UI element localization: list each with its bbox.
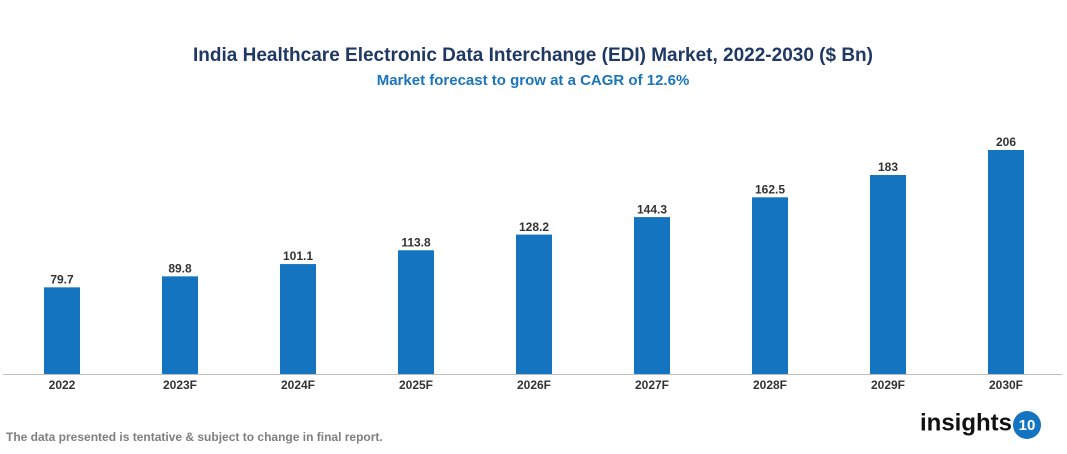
value-label: 89.8 [168,262,192,276]
bar [280,264,316,374]
x-tick-label: 2024F [281,378,315,392]
bar [162,276,198,374]
logo-badge [1013,411,1041,439]
x-tick-label: 2022 [49,378,76,392]
value-label: 79.7 [50,273,74,287]
x-tick-label: 2026F [517,378,551,392]
value-label: 113.8 [401,235,431,249]
logo-badge-text: 10 [1019,417,1036,434]
x-tick-label: 2025F [399,378,433,392]
x-tick-label: 2029F [871,378,905,392]
value-label: 144.3 [637,202,667,216]
bar [634,217,670,374]
bar [398,250,434,374]
x-tick-label: 2030F [989,378,1023,392]
value-label: 101.1 [283,249,313,263]
value-label: 128.2 [519,220,549,234]
logo-text: insights [920,409,1012,436]
bar [988,150,1024,374]
bar [44,287,80,374]
value-label: 162.5 [755,182,785,196]
bar [516,234,552,374]
x-tick-label: 2028F [753,378,787,392]
bar [752,197,788,374]
chart-title: India Healthcare Electronic Data Interch… [193,45,873,66]
value-label: 206 [996,135,1016,149]
bar [870,175,906,374]
chart-subtitle: Market forecast to grow at a CAGR of 12.… [377,72,690,89]
x-tick-label: 2023F [163,378,197,392]
x-tick-label: 2027F [635,378,669,392]
footnote: The data presented is tentative & subjec… [6,430,383,444]
value-label: 183 [878,160,898,174]
